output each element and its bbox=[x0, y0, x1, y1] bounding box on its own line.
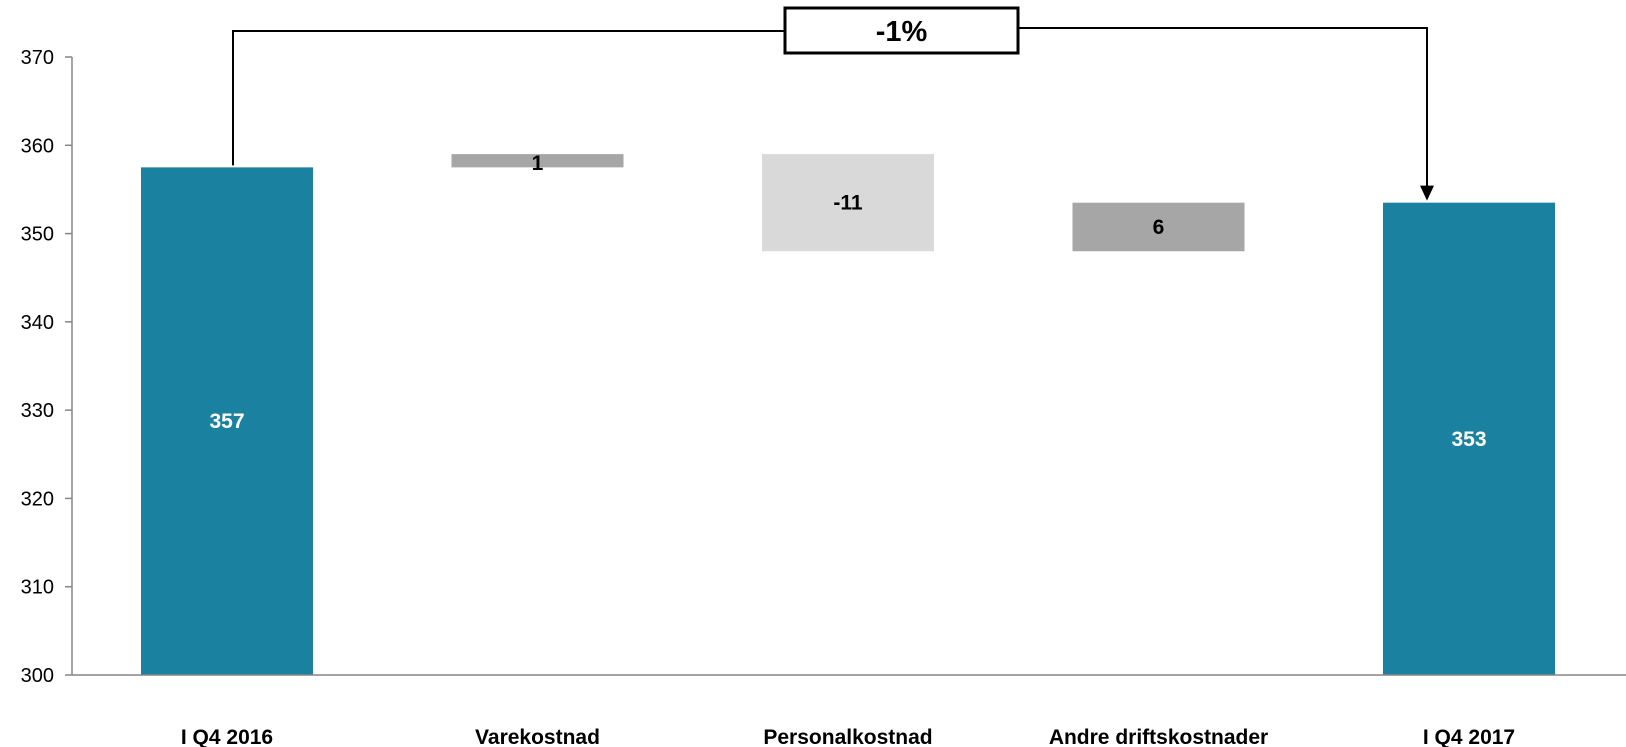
y-tick-label: 340 bbox=[21, 312, 54, 334]
y-tick-label: 360 bbox=[21, 135, 54, 157]
y-tick-label: 350 bbox=[21, 224, 54, 246]
y-tick-label: 310 bbox=[21, 577, 54, 599]
y-axis: 300 310 320 330 340 350 360 370 bbox=[21, 47, 73, 687]
delta-bar bbox=[451, 154, 624, 168]
bar-data-label: -11 bbox=[833, 192, 863, 215]
y-tick-label: 320 bbox=[21, 488, 54, 510]
x-category-label: Andre driftskostnader bbox=[1049, 726, 1268, 747]
bar-data-label: 357 bbox=[209, 410, 244, 433]
y-tick-label: 300 bbox=[21, 665, 54, 687]
annotation-connector-right bbox=[1018, 27, 1428, 187]
delta-bar bbox=[1072, 202, 1245, 252]
x-category-label: I Q4 2016 bbox=[181, 726, 273, 747]
y-tick-label: 330 bbox=[21, 400, 54, 422]
bar-data-label: 6 bbox=[1153, 216, 1165, 239]
total-bar bbox=[1383, 202, 1555, 675]
y-tick-label: 370 bbox=[21, 47, 54, 69]
annotation-arrowhead bbox=[1420, 185, 1434, 201]
annotation-box bbox=[783, 6, 1020, 55]
annotation-connector-left bbox=[232, 30, 785, 166]
total-bar bbox=[141, 167, 313, 675]
change-annotation: -1% bbox=[232, 6, 1434, 201]
x-category-label: I Q4 2017 bbox=[1423, 726, 1515, 747]
delta-bar bbox=[762, 154, 934, 252]
data-labels-group: 357 1 -11 6 353 bbox=[209, 152, 1486, 451]
bars-group bbox=[141, 154, 1555, 675]
bar-data-label: 1 bbox=[532, 152, 544, 175]
x-axis: I Q4 2016 Varekostnad Personalkostnad Andre… bbox=[72, 674, 1626, 747]
x-category-label: Personalkostnad bbox=[763, 726, 932, 747]
annotation-label: -1% bbox=[876, 16, 928, 48]
bar-data-label: 353 bbox=[1451, 428, 1486, 451]
x-category-label: Varekostnad bbox=[475, 726, 600, 747]
